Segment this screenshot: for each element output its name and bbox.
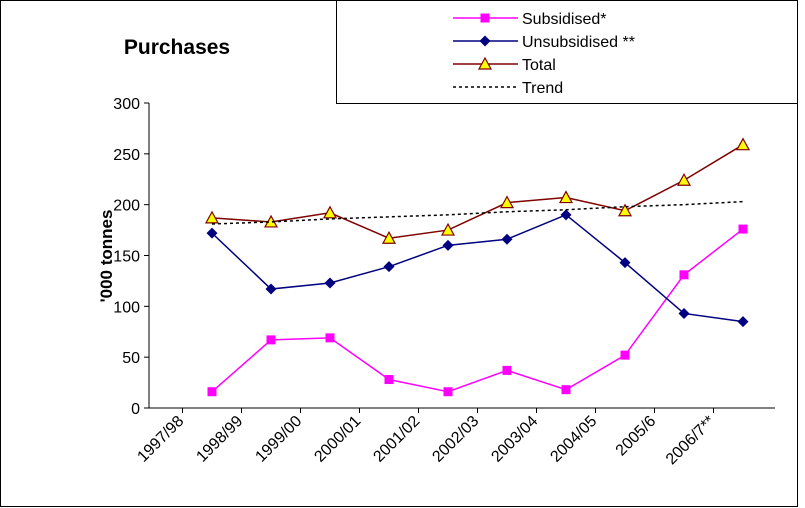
data-point [561,385,571,395]
legend-label: Total [522,57,556,74]
data-point [679,270,689,280]
data-point [204,210,220,224]
y-tick-label: 150 [113,249,140,266]
data-point [381,230,397,244]
data-point [442,239,454,251]
data-point [737,316,749,328]
data-point [617,203,633,217]
y-tick-label: 300 [113,96,140,113]
y-axis-label: '000 tonnes [97,210,116,303]
series-line [211,144,744,239]
chart-title: Purchases [124,36,230,59]
legend-label: Trend [522,80,563,97]
data-point [735,137,751,151]
data-point [678,307,690,319]
legend-label: Subsidised* [522,11,607,28]
data-point [479,35,491,47]
data-point [206,227,218,239]
data-point [738,224,748,234]
data-point [265,283,277,295]
data-point [440,222,456,236]
legend-label: Unsubsidised ** [522,34,635,51]
data-point [502,365,512,375]
trend-line [211,200,744,225]
data-point [322,205,338,219]
data-point [499,195,515,209]
data-point [383,261,395,273]
y-tick-label: 250 [113,147,140,164]
data-point [384,375,394,385]
y-tick-label: 100 [113,299,140,316]
y-tick-label: 200 [113,198,140,215]
data-point [477,56,493,70]
series-line [211,213,744,323]
data-point [560,209,572,221]
data-point [676,173,692,186]
legend-box [336,0,798,104]
y-tick-label: 0 [131,401,140,418]
data-point [266,335,276,345]
data-point [324,277,336,289]
data-point [207,387,217,397]
series-line [211,228,744,393]
y-tick-label: 50 [122,350,140,367]
data-point [620,350,630,360]
data-point [558,190,574,204]
data-point [325,333,335,343]
data-point [501,233,513,245]
data-point [619,257,631,269]
data-point [443,387,453,397]
data-point [480,13,490,23]
